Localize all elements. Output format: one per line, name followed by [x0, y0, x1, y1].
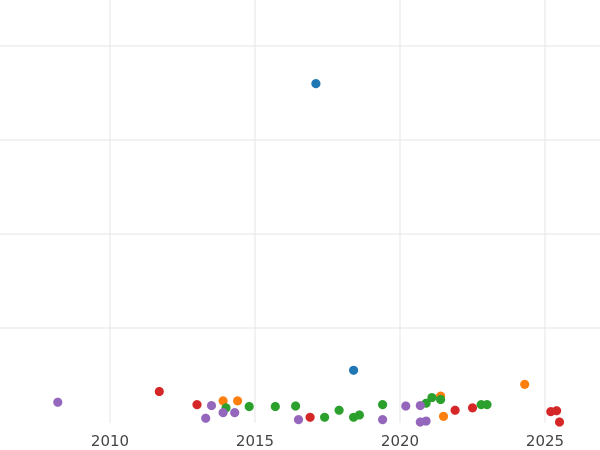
scatter-point [436, 394, 446, 405]
x-axis-ticks: 2010 2015 2020 2025 [91, 432, 564, 450]
scatter-point [482, 400, 492, 410]
scatter-point [291, 401, 301, 411]
scatter-point [334, 405, 344, 415]
grid-layer [0, 0, 600, 423]
scatter-point [53, 397, 63, 407]
scatter-point [218, 408, 228, 418]
scatter-point [201, 413, 211, 423]
scatter-point [415, 400, 425, 411]
x-tick-label: 2015 [236, 432, 274, 450]
scatter-point [244, 401, 254, 412]
scatter-point [554, 417, 565, 427]
x-tick-label: 2010 [91, 432, 129, 450]
scatter-point [467, 403, 478, 413]
scatter-point [349, 365, 359, 375]
data-points [53, 79, 565, 427]
scatter-point [230, 408, 240, 418]
x-tick-label: 2020 [381, 432, 419, 450]
scatter-point [438, 411, 449, 421]
scatter-point [320, 412, 330, 422]
scatter-point [233, 396, 243, 406]
scatter-point [305, 412, 315, 422]
scatter-point [206, 400, 217, 411]
x-tick-label: 2025 [526, 432, 564, 450]
scatter-point [378, 415, 388, 425]
scatter-point [520, 379, 530, 389]
scatter-point [401, 401, 411, 411]
scatter-point [270, 401, 280, 412]
scatter-point [354, 410, 364, 420]
scatter-point [154, 386, 164, 397]
scatter-point [552, 406, 562, 416]
scatter-point [192, 400, 202, 410]
scatter-point [450, 405, 460, 415]
scatter-point [311, 79, 321, 89]
scatter-point [421, 416, 431, 426]
scatter-point [293, 415, 304, 425]
scatter-point [427, 392, 437, 403]
scatter-point [218, 396, 228, 406]
scatter-point [378, 400, 388, 410]
